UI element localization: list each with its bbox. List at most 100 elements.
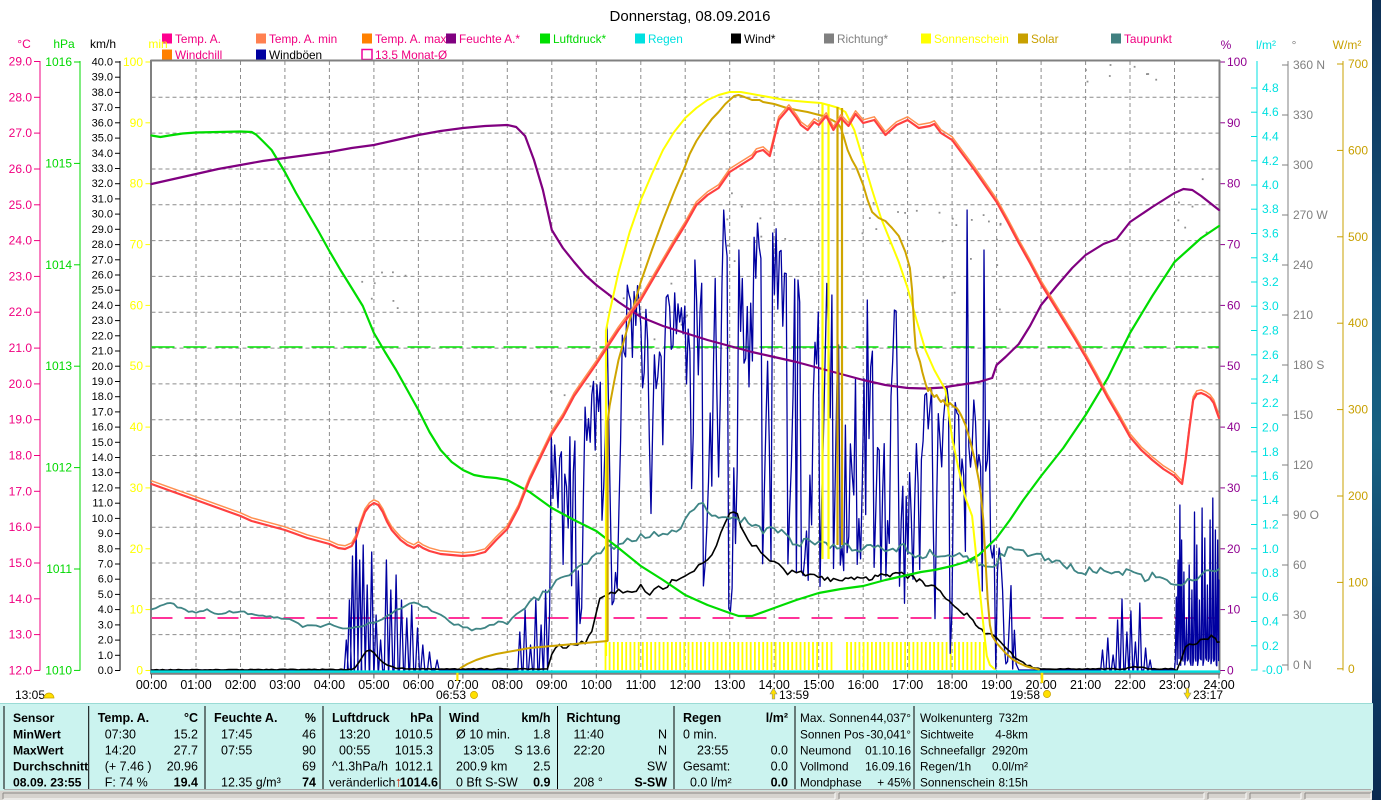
svg-text:39.0: 39.0 — [92, 72, 113, 84]
svg-text:33.0: 33.0 — [92, 163, 113, 175]
svg-text:0.8: 0.8 — [1262, 566, 1279, 580]
svg-text:°C: °C — [184, 711, 198, 725]
svg-text:10:00: 10:00 — [581, 678, 612, 692]
svg-text:400: 400 — [1348, 316, 1368, 330]
svg-text:3.0: 3.0 — [1262, 299, 1279, 313]
svg-text:60: 60 — [130, 298, 144, 312]
svg-text:25.0: 25.0 — [92, 285, 113, 297]
svg-text:↑: ↑ — [395, 774, 402, 790]
svg-text:1.0: 1.0 — [1262, 542, 1279, 556]
svg-text:210: 210 — [1293, 308, 1313, 322]
svg-text:Taupunkt: Taupunkt — [1124, 32, 1173, 46]
svg-text:10: 10 — [130, 603, 144, 617]
svg-text:30: 30 — [130, 481, 144, 495]
svg-text:19.0: 19.0 — [92, 376, 113, 388]
svg-text:11.0: 11.0 — [92, 498, 113, 510]
svg-text:8.0: 8.0 — [98, 543, 113, 555]
svg-text:2.5: 2.5 — [533, 760, 550, 774]
svg-text:Temp. A. max: Temp. A. max — [375, 32, 447, 46]
svg-text:27.0: 27.0 — [92, 254, 113, 266]
svg-text:Feuchte A.: Feuchte A. — [214, 711, 277, 725]
svg-text:1.2: 1.2 — [1262, 518, 1279, 532]
svg-text:%: % — [1221, 38, 1232, 52]
svg-text:8:15h: 8:15h — [998, 776, 1028, 790]
svg-text:15.0: 15.0 — [9, 556, 33, 570]
svg-text:29.0: 29.0 — [92, 224, 113, 236]
svg-text:16:00: 16:00 — [848, 678, 879, 692]
svg-text:Mondphase: Mondphase — [800, 776, 862, 790]
svg-text:60: 60 — [1293, 558, 1307, 572]
svg-text:1012: 1012 — [45, 461, 72, 475]
svg-text:732m: 732m — [998, 711, 1028, 725]
svg-text:60: 60 — [1227, 298, 1241, 312]
svg-text:1.8: 1.8 — [533, 728, 550, 742]
svg-text:74: 74 — [302, 776, 316, 790]
svg-text:08:00: 08:00 — [492, 678, 523, 692]
svg-text:0 N: 0 N — [1293, 658, 1312, 672]
svg-text:Luftdruck*: Luftdruck* — [553, 32, 607, 46]
svg-text:100: 100 — [1227, 55, 1247, 69]
svg-text:02:00: 02:00 — [225, 678, 256, 692]
svg-text:30: 30 — [1293, 608, 1307, 622]
svg-text:Temp. A.: Temp. A. — [98, 711, 149, 725]
svg-text:°: ° — [1292, 38, 1297, 52]
svg-text:0 Bft S-SW: 0 Bft S-SW — [456, 776, 518, 790]
svg-text:46: 46 — [302, 728, 316, 742]
svg-text:09:00: 09:00 — [536, 678, 567, 692]
svg-text:20.0: 20.0 — [9, 377, 33, 391]
svg-text:4.8: 4.8 — [1262, 81, 1279, 95]
svg-text:Neumond: Neumond — [800, 744, 851, 758]
svg-text:N: N — [658, 728, 667, 742]
svg-text:Durchschnitt: Durchschnitt — [13, 760, 88, 774]
svg-text:20:00: 20:00 — [1025, 678, 1056, 692]
svg-text:12.35 g/m³: 12.35 g/m³ — [221, 776, 281, 790]
svg-text:24.0: 24.0 — [9, 234, 33, 248]
svg-text:20.0: 20.0 — [92, 361, 113, 373]
svg-text:Regen: Regen — [683, 711, 721, 725]
svg-text:37.0: 37.0 — [92, 102, 113, 114]
svg-text:1010.5: 1010.5 — [395, 728, 433, 742]
svg-text:18:00: 18:00 — [936, 678, 967, 692]
svg-text:28.0: 28.0 — [9, 90, 33, 104]
svg-text:W/m²: W/m² — [1333, 38, 1362, 52]
svg-text:-0.0: -0.0 — [1262, 663, 1283, 677]
svg-text:27.7: 27.7 — [174, 744, 198, 758]
svg-text:Ø 10 min.: Ø 10 min. — [456, 728, 510, 742]
svg-text:Regen: Regen — [648, 32, 683, 46]
svg-text:13.0: 13.0 — [92, 467, 113, 479]
svg-text:Wind: Wind — [449, 711, 479, 725]
svg-text:Luftdruck: Luftdruck — [332, 711, 390, 725]
svg-text:38.0: 38.0 — [92, 87, 113, 99]
svg-text:13:05: 13:05 — [15, 688, 45, 702]
svg-text:24.0: 24.0 — [92, 300, 113, 312]
svg-text:04:00: 04:00 — [314, 678, 345, 692]
svg-text:21:00: 21:00 — [1070, 678, 1101, 692]
svg-text:14:20: 14:20 — [105, 744, 136, 758]
svg-text:3.4: 3.4 — [1262, 251, 1279, 265]
svg-text:90: 90 — [302, 744, 316, 758]
svg-text:07:00: 07:00 — [447, 678, 478, 692]
svg-text:0: 0 — [1227, 664, 1234, 678]
svg-text:10: 10 — [1227, 603, 1241, 617]
svg-text:23:55: 23:55 — [697, 744, 728, 758]
svg-text:0.9: 0.9 — [533, 776, 550, 790]
svg-text:12.0: 12.0 — [92, 482, 113, 494]
svg-text:14.0: 14.0 — [92, 452, 113, 464]
svg-text:500: 500 — [1348, 230, 1368, 244]
svg-text:180 S: 180 S — [1293, 358, 1324, 372]
svg-text:veränderlich: veränderlich — [329, 776, 395, 790]
svg-text:0: 0 — [136, 664, 143, 678]
svg-text:Sichtweite: Sichtweite — [920, 728, 974, 742]
svg-text:N: N — [658, 744, 667, 758]
svg-text:4.4: 4.4 — [1262, 130, 1279, 144]
svg-text:13:20: 13:20 — [339, 728, 370, 742]
svg-text:Vollmond: Vollmond — [800, 760, 849, 774]
svg-text:16.0: 16.0 — [92, 422, 113, 434]
svg-text:700: 700 — [1348, 57, 1368, 71]
svg-text:240: 240 — [1293, 258, 1313, 272]
svg-text:01.10.16: 01.10.16 — [865, 744, 911, 758]
svg-text:13:59: 13:59 — [779, 688, 809, 702]
svg-text:0.0: 0.0 — [98, 665, 113, 677]
svg-text:0 min.: 0 min. — [683, 728, 717, 742]
svg-text:13.5 Monat-Ø: 13.5 Monat-Ø — [375, 48, 447, 62]
